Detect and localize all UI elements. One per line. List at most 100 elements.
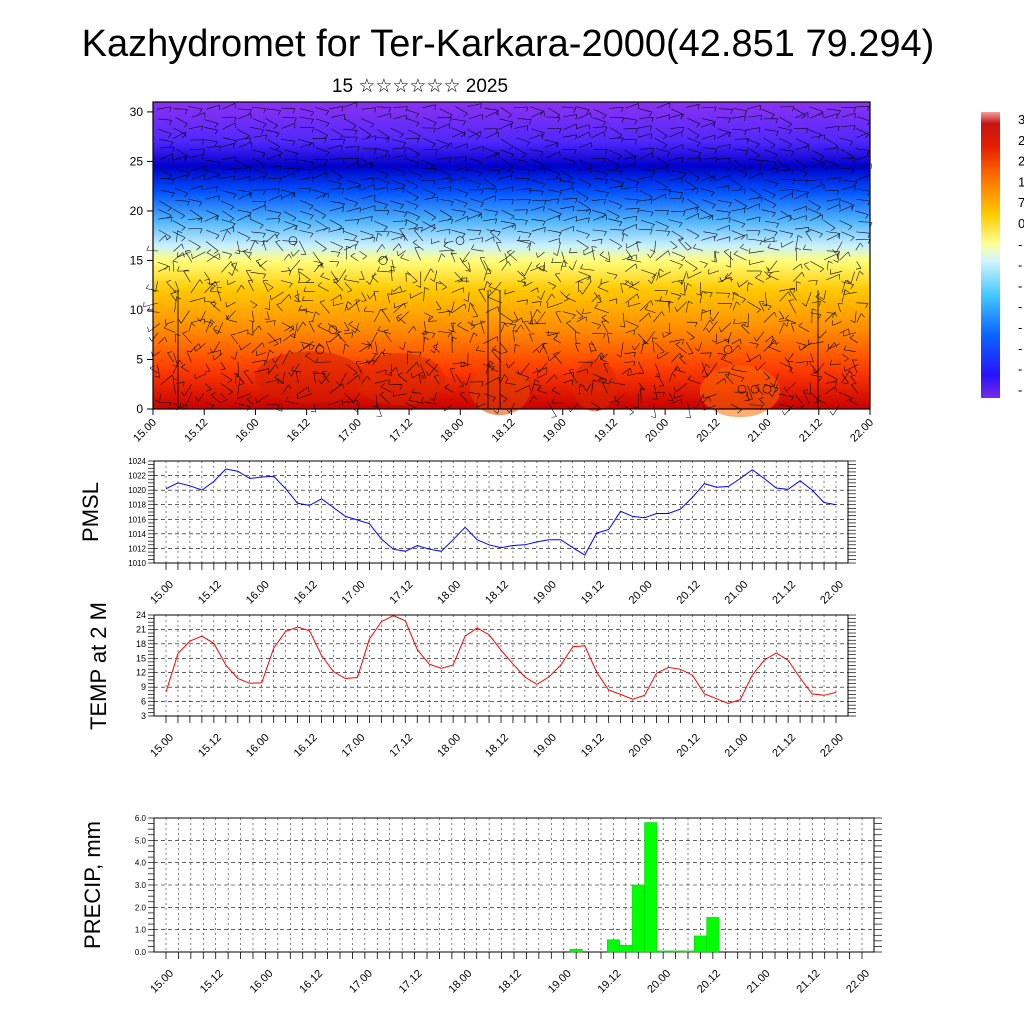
wind-barb xyxy=(235,159,249,168)
wind-barb-flag xyxy=(783,322,788,327)
wind-barb-flag xyxy=(525,377,530,382)
wind-barb-flag xyxy=(788,299,794,301)
wind-barb xyxy=(181,402,189,408)
wind-barb xyxy=(166,281,177,294)
x-tick-label: 18.00 xyxy=(435,732,463,760)
wind-barb-flag xyxy=(787,144,792,148)
wind-barb xyxy=(373,308,382,323)
wind-barb xyxy=(460,364,471,368)
wind-barb-flag xyxy=(850,205,855,210)
wind-barb-flag xyxy=(374,149,377,154)
wind-barb-flag xyxy=(678,280,683,285)
wind-barb-flag xyxy=(753,336,757,342)
wind-barb xyxy=(767,247,780,251)
wind-barb-flag xyxy=(443,242,448,247)
wind-barb-flag xyxy=(668,114,670,120)
wind-barb-flag xyxy=(579,384,585,387)
wind-barb xyxy=(499,168,514,172)
wind-barb-flag xyxy=(442,286,447,290)
wind-barb-flag xyxy=(168,402,172,408)
wind-barb-flag xyxy=(504,374,509,379)
wind-barb-flag xyxy=(582,308,584,314)
wind-barb xyxy=(700,309,703,322)
wind-barb-flag xyxy=(176,296,182,300)
wind-barb-flag xyxy=(788,218,793,222)
wind-barb-flag xyxy=(714,233,718,239)
wind-barb xyxy=(251,310,255,322)
wind-barb-flag xyxy=(460,276,464,282)
wind-barb xyxy=(315,227,330,232)
wind-barb-flag xyxy=(801,115,806,119)
wind-barb xyxy=(794,394,805,407)
wind-barb xyxy=(236,176,251,181)
wind-barb-flag xyxy=(183,123,188,128)
wind-barb-flag xyxy=(639,388,645,392)
wind-barb xyxy=(593,292,602,302)
wind-barb xyxy=(433,392,437,401)
wind-barb xyxy=(716,175,730,181)
wind-barb xyxy=(675,382,688,393)
wind-barb xyxy=(451,131,465,138)
wind-barb xyxy=(237,165,252,170)
wind-barb xyxy=(638,312,649,323)
wind-barb xyxy=(731,338,741,345)
wind-barb-flag xyxy=(507,261,512,266)
wind-barb-flag xyxy=(388,155,390,161)
wind-barb-flag xyxy=(866,106,870,112)
wind-barb xyxy=(684,206,698,211)
wind-barb xyxy=(841,280,846,293)
wind-barb-flag xyxy=(558,192,562,197)
wind-barb-flag xyxy=(711,340,717,343)
wind-barb xyxy=(467,169,482,173)
wind-barb-flag xyxy=(621,230,625,235)
wind-barb xyxy=(222,251,232,255)
wind-barb xyxy=(206,174,220,180)
x-tick-label: 21.12 xyxy=(797,417,825,445)
wind-barb-flag xyxy=(493,236,495,242)
wind-barb xyxy=(832,404,840,416)
precip-bar xyxy=(644,822,658,953)
wind-barb xyxy=(298,309,314,314)
wind-barb xyxy=(594,190,609,193)
wind-barb-flag xyxy=(367,345,371,350)
wind-barb-flag xyxy=(275,364,279,369)
wind-barb-flag xyxy=(599,251,604,255)
wind-barb-flag xyxy=(478,172,482,177)
wind-barb-flag xyxy=(464,303,467,309)
wind-barb xyxy=(536,311,546,324)
wind-barb-flag xyxy=(333,300,335,306)
wind-barb-flag xyxy=(663,144,668,149)
wind-barb-flag xyxy=(855,268,861,270)
wind-barb xyxy=(730,373,745,379)
wind-barb xyxy=(685,104,700,108)
wind-barb xyxy=(149,367,158,374)
wind-barb-flag xyxy=(754,365,758,371)
wind-barb-flag xyxy=(206,249,211,254)
wind-barb xyxy=(531,301,542,303)
wind-barb xyxy=(843,291,857,295)
wind-barb xyxy=(778,320,789,322)
wind-barb xyxy=(578,384,581,395)
wind-barb xyxy=(222,230,228,242)
wind-barb-flag xyxy=(356,219,360,225)
wind-barb xyxy=(517,270,526,279)
wind-barb xyxy=(779,403,792,408)
wind-barb xyxy=(423,209,436,218)
wind-barb-flag xyxy=(619,170,623,176)
wind-barb xyxy=(825,380,837,384)
x-tick-label: 22.00 xyxy=(844,968,872,996)
wind-barb xyxy=(578,178,592,186)
wind-barb-flag xyxy=(642,339,646,345)
wind-barb-flag xyxy=(225,314,229,320)
wind-barb xyxy=(344,321,350,331)
wind-barb xyxy=(375,232,379,242)
colorbar-label: 2 xyxy=(1018,154,1024,169)
wind-barb xyxy=(436,157,451,160)
wind-barb xyxy=(330,241,343,248)
x-tick-label: 17.12 xyxy=(387,732,415,760)
wind-barb xyxy=(391,290,407,295)
wind-barb-flag xyxy=(486,281,491,286)
wind-barb-flag xyxy=(449,186,452,192)
wind-barb-flag xyxy=(801,272,805,277)
wind-barb xyxy=(505,382,516,385)
